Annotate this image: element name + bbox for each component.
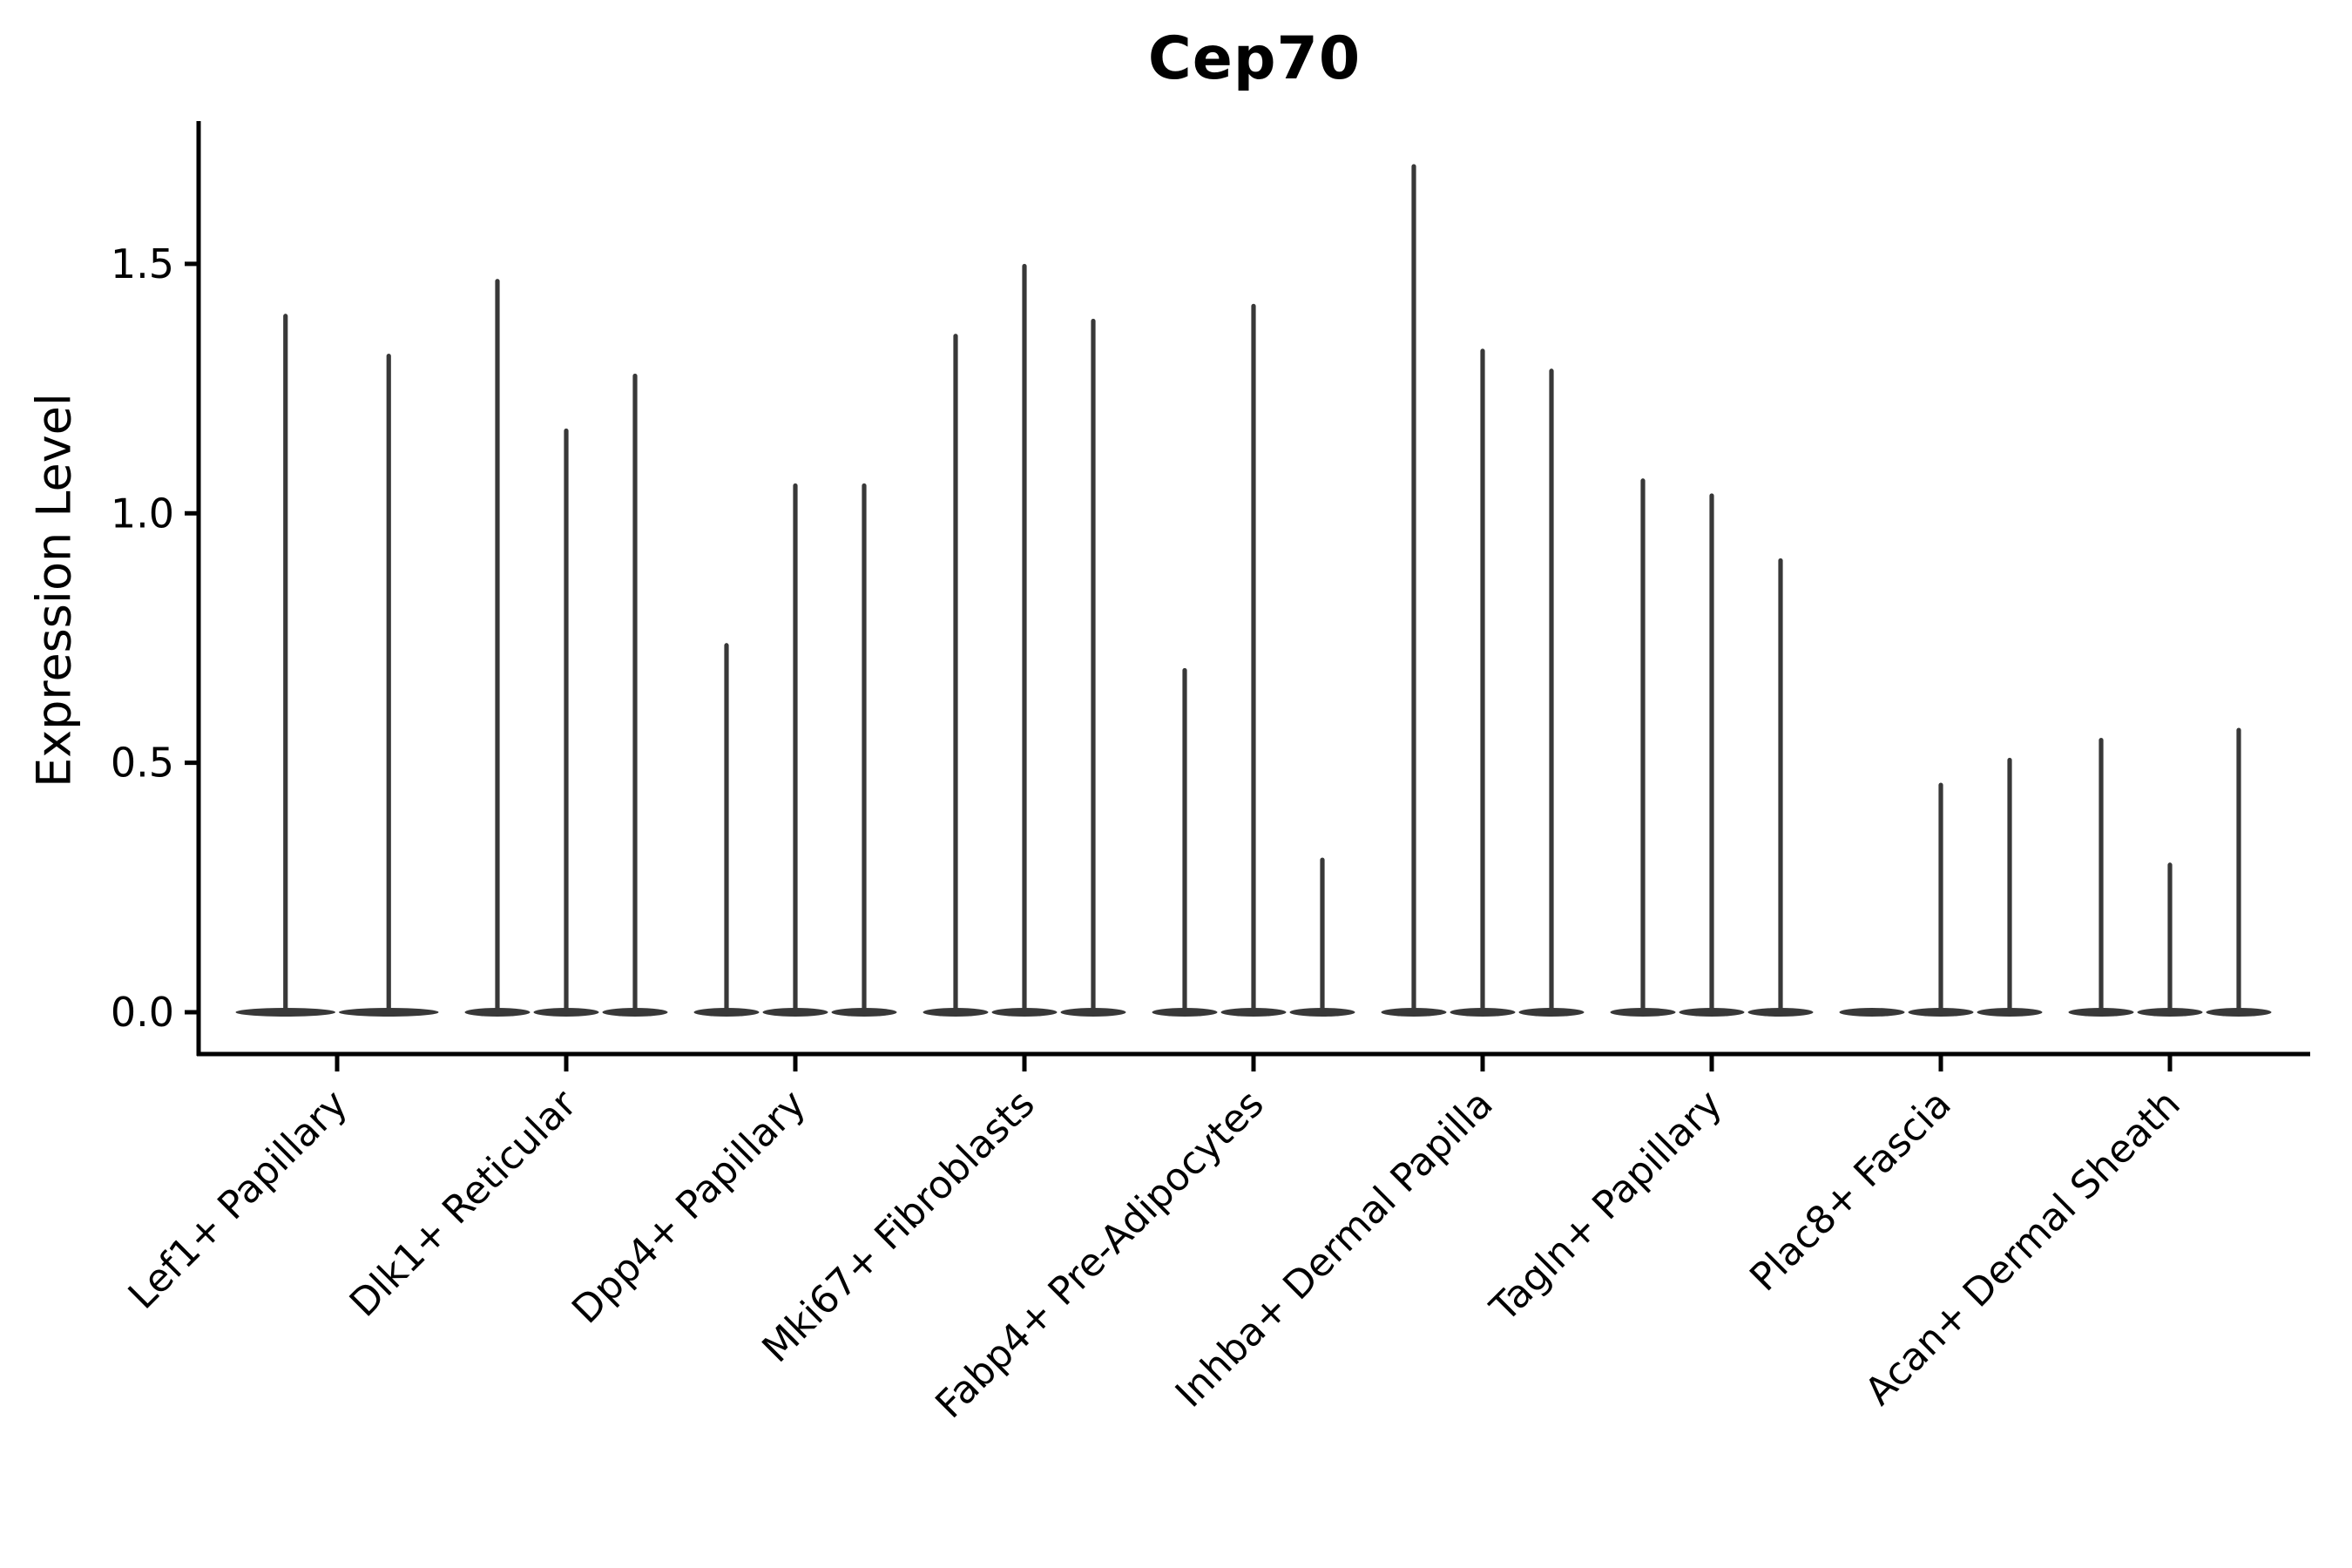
- violin-spike: [2236, 727, 2241, 1015]
- violin-spike: [2167, 862, 2173, 1015]
- x-tick-label: Tagln+ Papillary: [1482, 1082, 1731, 1331]
- violin-spike: [1182, 667, 1187, 1015]
- x-tick-label: Plac8+ Fascia: [1741, 1082, 1960, 1301]
- x-tick-label: Lef1+ Papillary: [120, 1082, 356, 1318]
- violin-spike: [2099, 737, 2104, 1015]
- y-tick-label: 1.0: [111, 490, 174, 537]
- x-tick-label: Dlk1+ Reticular: [341, 1081, 586, 1326]
- violin-spike: [1938, 782, 1943, 1015]
- violin-spike: [1091, 318, 1096, 1016]
- violin-base: [1839, 1008, 1905, 1017]
- violin-spike: [386, 353, 391, 1015]
- violin-spike: [1480, 348, 1485, 1015]
- violin-spike: [1549, 368, 1554, 1015]
- violin-spike: [283, 314, 288, 1016]
- violin-spike: [1320, 857, 1325, 1015]
- violin-spike: [564, 428, 569, 1016]
- violin-spike: [1778, 558, 1783, 1015]
- violin-spike: [1411, 164, 1416, 1015]
- violin-spike: [2007, 757, 2012, 1015]
- violin-spike: [1022, 263, 1027, 1015]
- y-axis-title: Expression Level: [26, 393, 82, 787]
- violin-spike: [953, 334, 958, 1016]
- violin-spike: [1640, 478, 1646, 1015]
- chart-title: Cep70: [1147, 24, 1362, 93]
- violin-spike: [1709, 493, 1714, 1015]
- y-tick-label: 1.5: [111, 240, 174, 287]
- x-tick-label: Dpp4+ Papillary: [564, 1082, 814, 1333]
- violin-spike: [1251, 303, 1256, 1015]
- violin-spike: [495, 279, 500, 1015]
- violin-spike: [862, 483, 867, 1015]
- violin-spike: [724, 643, 729, 1015]
- violin-spike: [793, 483, 798, 1015]
- y-tick-label: 0.5: [111, 740, 174, 787]
- y-tick-label: 0.0: [111, 989, 174, 1036]
- violin-spike: [632, 373, 638, 1015]
